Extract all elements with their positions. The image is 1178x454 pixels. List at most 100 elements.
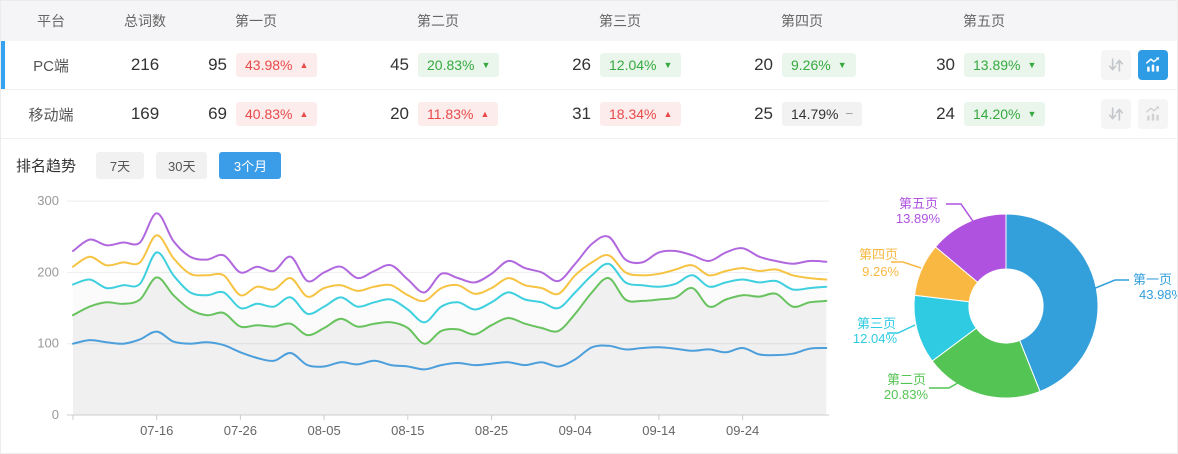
trend-line-第三页 [72,251,828,324]
page-1-pct-badge: 43.98% ▲ [236,52,318,78]
svg-text:100: 100 [37,336,59,351]
page-5-pct-badge: 13.89% ▼ [964,52,1046,78]
total-words-value: 169 [130,104,160,123]
svg-text:09-24: 09-24 [726,423,759,438]
donut-pct-第二页: 20.83% [884,387,929,402]
page-1-count: 69 [208,103,227,123]
table-row-移动端[interactable]: 移动端 169 69 40.83% ▲ 20 11.83% ▲ 31 18.34% ▲… [1,90,1177,139]
flat-arrow-icon: − [845,106,854,122]
donut-label-第二页: 第二页 [887,372,926,387]
platform-label: 移动端 [28,106,74,124]
down-arrow-icon: ▼ [837,59,847,70]
donut-label-第五页: 第五页 [899,196,938,211]
donut-label-第四页: 第四页 [859,247,898,262]
donut-slice-第一页 [1005,213,1099,393]
page-2-cell: 20 11.83% ▲ [371,101,553,127]
sort-arrows-button[interactable] [1101,50,1131,80]
trend-line-第五页 [72,212,828,294]
header-platform: 平台 [37,13,65,29]
platform-label: PC端 [33,57,69,75]
trend-toolbar: 排名趋势 7天 30天 3个月 [16,149,1162,181]
trend-title: 排名趋势 [16,157,77,175]
svg-text:08-15: 08-15 [391,423,424,438]
page-1-pct-badge: 40.83% ▲ [236,101,318,127]
down-arrow-icon: ▼ [1027,108,1037,119]
page-4-pct-badge: 9.26% ▼ [782,52,856,78]
donut-leader-第三页 [887,324,916,334]
trend-line-第一页 [72,330,828,371]
page-4-pct-badge: 14.79% − [782,101,863,127]
tab-7天[interactable]: 7天 [96,151,145,179]
page-4-cell: 25 14.79% − [735,101,917,127]
down-arrow-icon: ▼ [481,59,491,70]
svg-text:08-05: 08-05 [307,423,340,438]
svg-text:07-16: 07-16 [140,423,173,438]
trend-range-tabs: 7天 30天 3个月 [96,151,282,179]
donut-leader-第四页 [891,261,922,269]
tab-30天[interactable]: 30天 [156,151,208,179]
page-3-count: 31 [572,103,591,123]
page-3-cell: 31 18.34% ▲ [553,101,735,127]
up-arrow-icon: ▲ [663,108,673,119]
svg-text:09-04: 09-04 [559,423,592,438]
header-page-2: 第二页 [417,13,459,29]
rank-trend-line-chart: 0100200300爱站网07-1607-2608-0508-1508-2509… [37,193,829,438]
header-page-4: 第四页 [781,13,823,29]
sort-arrows-button[interactable] [1101,99,1131,129]
down-arrow-icon: ▼ [1027,59,1037,70]
header-total-words: 总词数 [124,13,166,29]
donut-label-第三页: 第三页 [857,316,896,331]
page-2-count: 45 [390,54,409,74]
svg-text:09-14: 09-14 [642,423,675,438]
page-5-cell: 24 14.20% ▼ [917,101,1099,127]
svg-text:07-26: 07-26 [224,423,257,438]
page-4-count: 20 [754,54,773,74]
svg-text:300: 300 [37,193,59,208]
page-5-count: 30 [936,54,955,74]
svg-text:200: 200 [37,264,59,279]
page-1-cell: 69 40.83% ▲ [189,101,371,127]
page-3-pct-badge: 18.34% ▲ [600,101,682,127]
donut-label-第一页: 第一页 [1133,272,1172,287]
page-1-cell: 95 43.98% ▲ [189,52,371,78]
page-2-pct-badge: 11.83% ▲ [418,101,499,127]
donut-leader-第一页 [1092,279,1129,290]
page-5-count: 24 [936,103,955,123]
total-words-value: 216 [130,55,160,74]
table-row-PC端[interactable]: PC端 216 95 43.98% ▲ 45 20.83% ▼ 26 12.04% ▼… [1,41,1177,90]
page-4-count: 25 [754,103,773,123]
page-3-pct-badge: 12.04% ▼ [600,52,682,78]
page-4-cell: 20 9.26% ▼ [735,52,917,78]
page-5-cell: 30 13.89% ▼ [917,52,1099,78]
page-2-cell: 45 20.83% ▼ [371,52,553,78]
tab-3个月[interactable]: 3个月 [219,151,282,179]
page-2-pct-badge: 20.83% ▼ [418,52,500,78]
page-2-count: 20 [390,103,409,123]
donut-pct-第四页: 9.26% [862,264,899,279]
table-body: PC端 216 95 43.98% ▲ 45 20.83% ▼ 26 12.04% ▼… [1,41,1177,139]
up-arrow-icon: ▲ [480,108,490,119]
up-arrow-icon: ▲ [299,108,309,119]
trend-line-第四页 [72,234,828,303]
svg-text:08-25: 08-25 [475,423,508,438]
trend-line-第二页 [72,276,828,345]
page-3-count: 26 [572,54,591,74]
row-actions [1099,99,1177,129]
header-page-1: 第一页 [235,13,277,29]
up-arrow-icon: ▲ [299,59,309,70]
donut-leader-第五页 [946,203,978,228]
header-page-3: 第三页 [599,13,641,29]
down-arrow-icon: ▼ [663,59,673,70]
trend-chart-button[interactable] [1138,99,1168,129]
donut-slice-第五页 [934,213,1007,283]
svg-text:0: 0 [52,407,59,422]
donut-pct-第五页: 13.89% [896,211,941,226]
trend-chart-button[interactable] [1138,50,1168,80]
donut-pct-第三页: 12.04% [853,331,898,346]
donut-slice-第二页 [931,327,1041,399]
table-header: 平台 总词数 第一页 第二页 第三页 第四页 第五页 [1,1,1177,42]
header-page-5: 第五页 [963,13,1005,29]
page-1-count: 95 [208,54,227,74]
